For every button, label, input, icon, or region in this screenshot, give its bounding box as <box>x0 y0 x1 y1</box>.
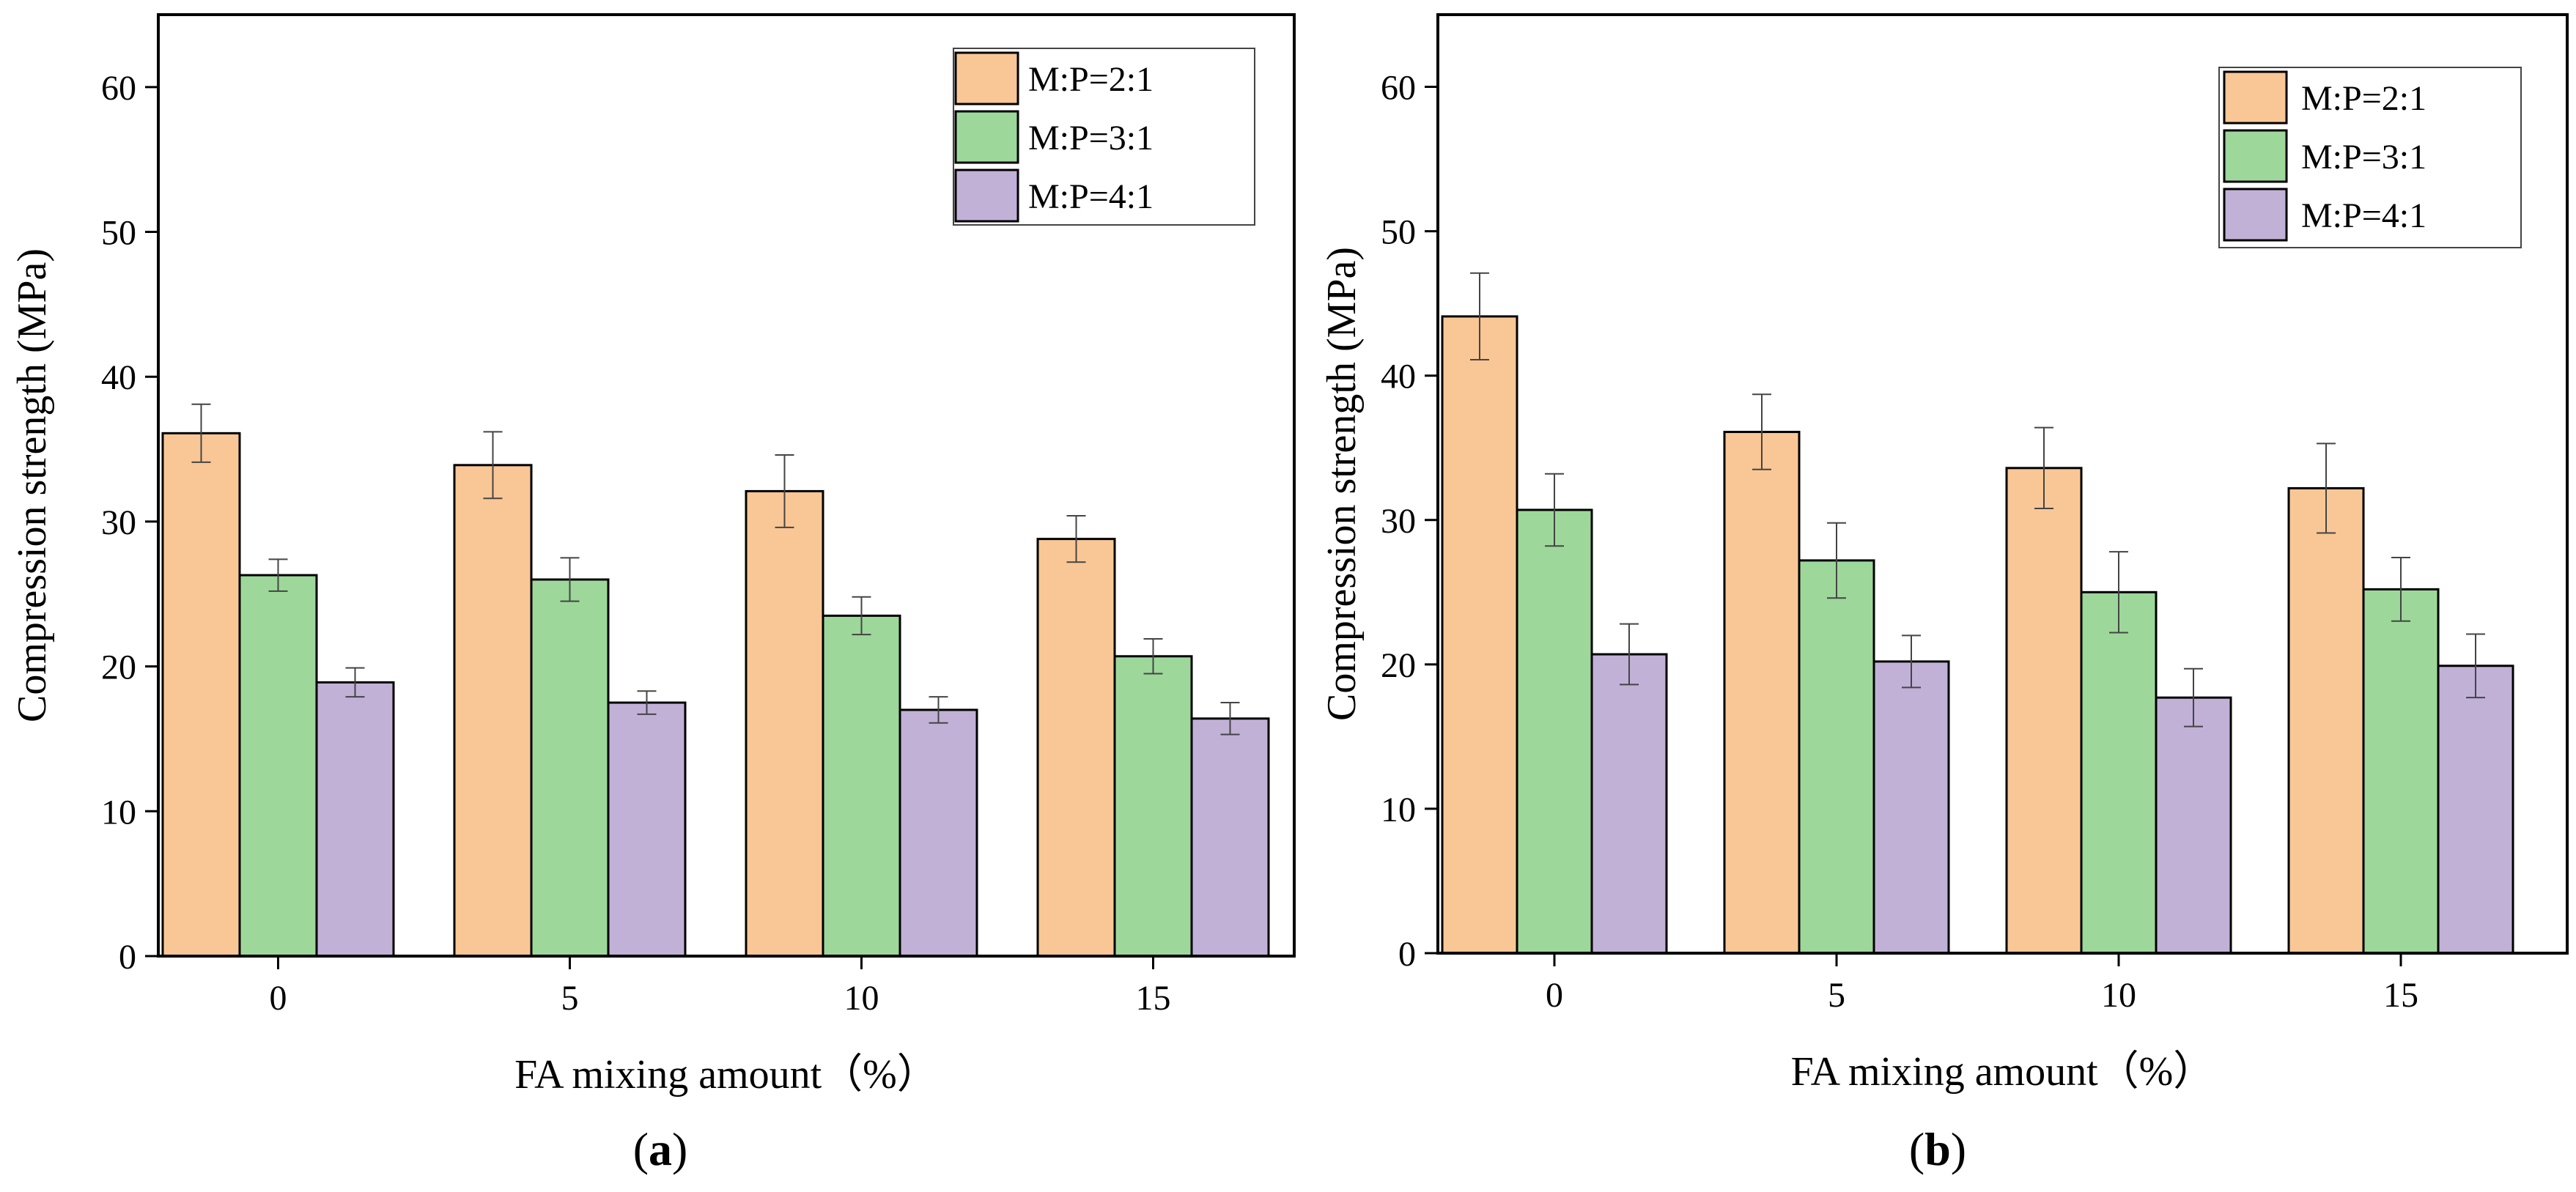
bar-MP31-15 <box>2362 588 2440 955</box>
legend-swatch <box>2223 129 2288 183</box>
legend: M:P=2:1 M:P=3:1 M:P=4:1 <box>2218 67 2522 248</box>
x-tick-label: 15 <box>1136 979 1171 1018</box>
legend-swatch <box>2223 70 2288 125</box>
chart-panel-a: 0 10 20 30 40 50 60 0 5 10 15 M:P=2:1 M:P=3:1 M:P=4:1… <box>10 13 1296 1175</box>
bar-MP21-10 <box>745 489 824 958</box>
legend-swatch <box>2223 188 2288 242</box>
x-tick-label: 15 <box>2383 976 2418 1015</box>
legend-label: M:P=3:1 <box>2301 138 2426 177</box>
panel-label: (b) <box>1909 1123 1966 1175</box>
y-tick-label: 40 <box>101 358 136 397</box>
y-tick-label: 50 <box>101 214 136 253</box>
bar-MP41-0 <box>315 681 395 958</box>
bar-MP21-5 <box>453 464 533 958</box>
legend: M:P=2:1 M:P=3:1 M:P=4:1 <box>953 48 1255 226</box>
panel-label-letter: a <box>649 1123 672 1175</box>
bar-MP21-5 <box>1723 431 1801 955</box>
bar-MP31-10 <box>822 614 901 958</box>
panel-label-close: ) <box>672 1123 687 1175</box>
panel-label-close: ) <box>1951 1123 1966 1175</box>
bar-MP41-10 <box>898 708 978 958</box>
bar-MP41-15 <box>1190 717 1270 958</box>
y-tick-label: 40 <box>1381 358 1416 396</box>
legend-label: M:P=3:1 <box>1028 119 1154 158</box>
bar-MP21-0 <box>1441 315 1518 955</box>
bar-MP41-0 <box>1590 653 1668 955</box>
x-tick-label: 10 <box>2101 976 2136 1015</box>
x-tick-label: 0 <box>1546 976 1563 1015</box>
bar-MP31-0 <box>238 574 318 958</box>
bar-MP31-0 <box>1516 508 1593 955</box>
y-tick-label: 30 <box>1381 502 1416 541</box>
bar-MP21-10 <box>2005 467 2083 955</box>
x-tick-label: 5 <box>561 979 579 1018</box>
bar-MP41-15 <box>2437 665 2514 955</box>
bar-MP21-15 <box>2287 486 2365 955</box>
y-tick-label: 20 <box>101 648 136 687</box>
y-tick-label: 0 <box>119 938 136 977</box>
legend-swatch <box>954 169 1019 223</box>
x-tick-label: 10 <box>844 979 879 1018</box>
x-axis-title: FA mixing amount（%） <box>514 1052 938 1097</box>
panel-label-open: ( <box>1909 1123 1924 1175</box>
legend-label: M:P=4:1 <box>1028 177 1154 216</box>
y-tick-label: 0 <box>1398 935 1416 974</box>
chart-panel-b: 0 10 20 30 40 50 60 0 5 10 15 M:P=2:1 M:P=3:1 M:P=4:1… <box>1319 13 2569 1175</box>
y-axis-title: Compression strength (MPa) <box>1319 247 1365 721</box>
bar-MP21-0 <box>161 432 241 958</box>
bar-MP31-10 <box>2080 591 2158 955</box>
bar-MP31-5 <box>530 578 610 958</box>
bar-MP41-5 <box>1872 660 1950 955</box>
x-axis-title: FA mixing amount（%） <box>1791 1049 2215 1095</box>
legend-swatch <box>954 110 1019 164</box>
panel-label-open: ( <box>633 1123 649 1175</box>
x-tick-label: 5 <box>1828 976 1845 1015</box>
y-axis-title: Compression strength (MPa) <box>10 248 55 722</box>
plot-frame <box>1436 13 2569 955</box>
legend-swatch <box>954 51 1019 105</box>
bar-MP41-10 <box>2155 696 2232 955</box>
panel-label-letter: b <box>1924 1123 1951 1175</box>
panel-label: (a) <box>633 1123 688 1175</box>
legend-label: M:P=2:1 <box>2301 79 2426 118</box>
y-tick-label: 30 <box>101 503 136 542</box>
plot-frame <box>157 13 1296 958</box>
y-tick-label: 10 <box>101 793 136 832</box>
bar-MP31-5 <box>1798 559 1875 955</box>
bar-MP21-15 <box>1036 538 1116 958</box>
bar-MP31-15 <box>1113 655 1193 958</box>
y-tick-label: 60 <box>1381 69 1416 108</box>
y-tick-label: 50 <box>1381 213 1416 252</box>
legend-label: M:P=2:1 <box>1028 60 1154 99</box>
y-tick-label: 20 <box>1381 646 1416 685</box>
legend-label: M:P=4:1 <box>2301 196 2426 235</box>
y-tick-label: 10 <box>1381 791 1416 829</box>
x-tick-label: 0 <box>270 979 287 1018</box>
y-tick-label: 60 <box>101 69 136 108</box>
bar-MP41-5 <box>607 701 687 958</box>
